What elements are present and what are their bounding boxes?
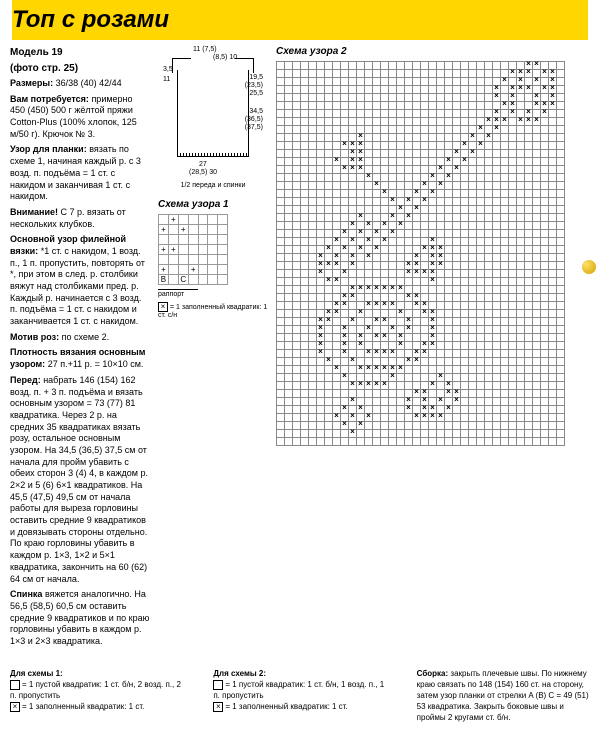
schema1-title: Схема узора 1 <box>158 199 268 210</box>
header-bar: Топ с розами <box>0 0 600 40</box>
dim-b1: 27 <box>199 161 207 168</box>
back-label: Спинка <box>10 589 42 599</box>
schema1-legend: = 1 заполненный квадратик: 1 ст. с/н <box>158 304 267 319</box>
front: набрать 146 (154) 162 возд. п. + 3 п. по… <box>10 375 148 584</box>
schema1-grid: + ++ ++ ++ BC <box>158 214 228 285</box>
asm-title: Сборка: <box>417 669 449 678</box>
page-title: Топ с розами <box>12 6 169 33</box>
schema2-title: Схема узора 2 <box>276 46 590 57</box>
main-content: Модель 19 (фото стр. 25) Размеры: 36/38 … <box>0 40 600 662</box>
decorative-ball-icon <box>582 260 596 274</box>
sizes: 36/38 (40) 42/44 <box>56 78 122 88</box>
legend-row: Для схемы 1: = 1 пустой квадратик: 1 ст.… <box>0 662 600 730</box>
leg-s2-a: = 1 пустой квадратик: 1 ст. б/н, 1 возд.… <box>213 680 384 700</box>
schematic-column: 11 (7,5) (8,5) 10 3,5 11 19,5 (23,5) 25,… <box>158 46 268 652</box>
leg-s2-b: = 1 заполненный квадратик: 1 ст. <box>225 702 347 711</box>
leg-s2-title: Для схемы 2: <box>213 668 386 679</box>
chart-column: Схема узора 2 <box>276 46 590 652</box>
dim-r3: 25,5 <box>249 90 263 97</box>
sizes-label: Размеры: <box>10 78 53 88</box>
instructions-column: Модель 19 (фото стр. 25) Размеры: 36/38 … <box>10 46 150 652</box>
leg-s1-a: = 1 пустой квадратик: 1 ст. б/н, 2 возд.… <box>10 680 181 700</box>
dim-top2: (8,5) 10 <box>213 54 237 61</box>
need-label: Вам потребуется: <box>10 94 89 104</box>
rapport-label: раппорт <box>158 289 198 298</box>
model-number: Модель 19 <box>10 46 150 59</box>
filet: *1 ст. с накидом, 1 возд. п., 1 п. пропу… <box>10 246 145 326</box>
schema2-grid <box>276 61 565 446</box>
motif: по схеме 2. <box>62 332 109 342</box>
dim-r4: 34,5 <box>249 108 263 115</box>
planka-label: Узор для планки: <box>10 144 87 154</box>
warn-label: Внимание! <box>10 207 58 217</box>
photo-ref: (фото стр. 25) <box>10 62 150 75</box>
front-label: Перед: <box>10 375 41 385</box>
dens: 27 п.+11 р. = 10×10 см. <box>48 359 144 369</box>
garment-schematic: 11 (7,5) (8,5) 10 3,5 11 19,5 (23,5) 25,… <box>163 46 263 176</box>
leg-s1-title: Для схемы 1: <box>10 668 183 679</box>
dim-r1: 19,5 <box>249 74 263 81</box>
dim-top1: 11 (7,5) <box>193 46 217 53</box>
leg-s1-b: = 1 заполненный квадратик: 1 ст. <box>22 702 144 711</box>
schematic-caption: 1/2 переда и спинки <box>158 182 268 189</box>
motif-label: Мотив роз: <box>10 332 59 342</box>
dim-b2: (28,5) 30 <box>189 169 217 176</box>
dim-neck: 11 <box>163 76 170 83</box>
